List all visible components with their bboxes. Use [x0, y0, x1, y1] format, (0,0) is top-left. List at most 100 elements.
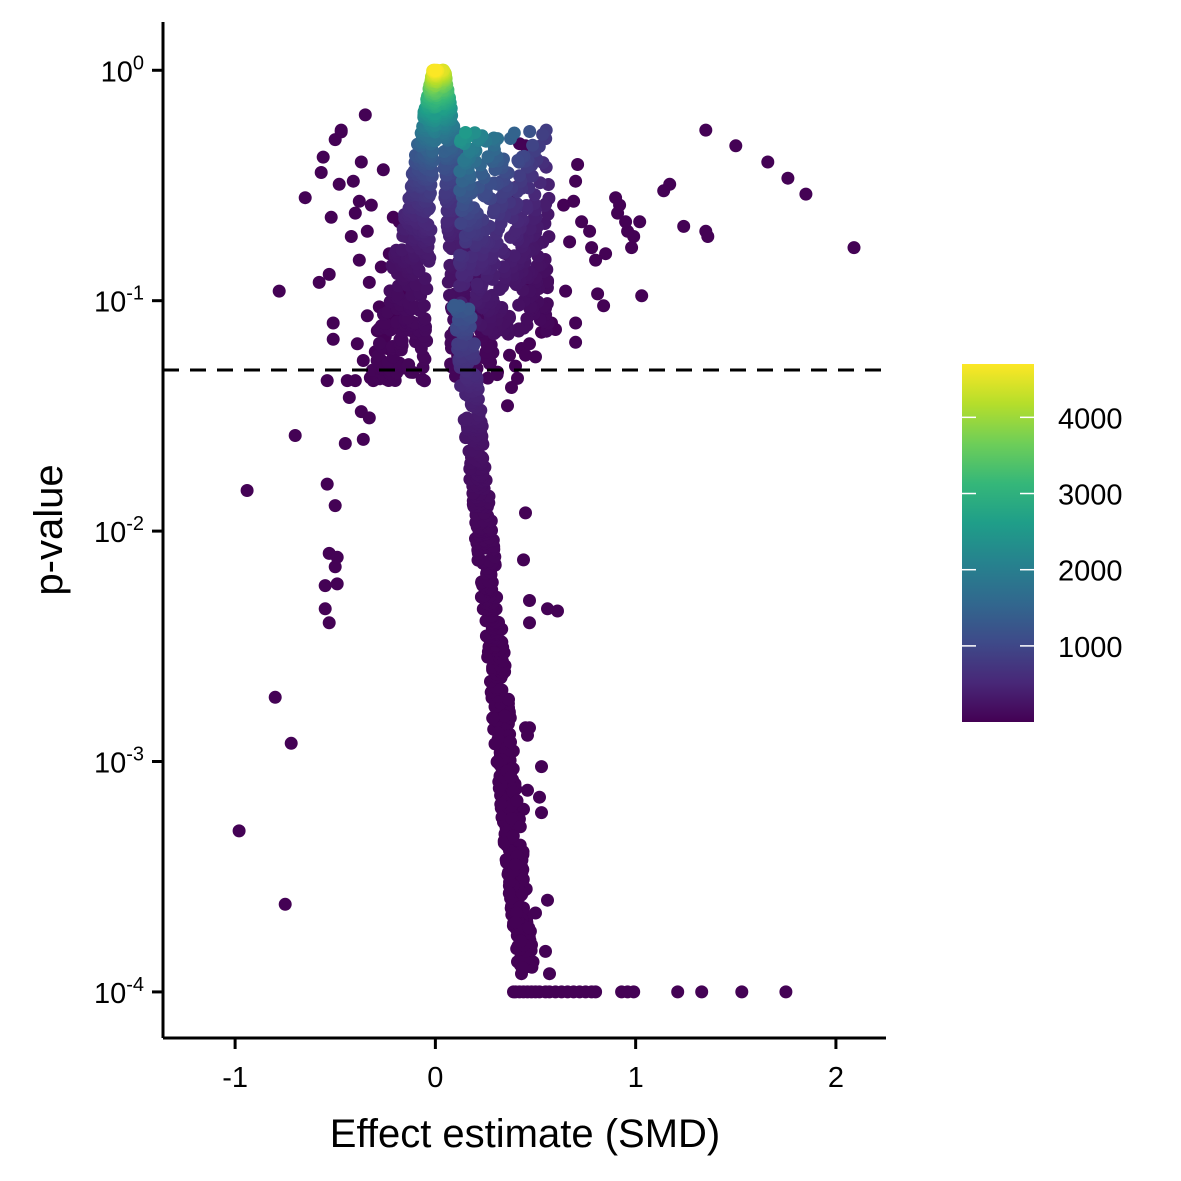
data-point [470, 277, 484, 291]
legend-tick-label: 1000 [1058, 632, 1123, 664]
plot-area [163, 63, 886, 999]
data-point [799, 187, 813, 201]
legend-tick-group: 1000 2000 3000 4000 [962, 403, 1123, 664]
data-point [320, 477, 334, 491]
data-point [415, 372, 429, 386]
data-point [318, 602, 332, 616]
data-point [512, 298, 526, 312]
data-point [516, 961, 530, 975]
color-legend: 1000 2000 3000 4000 [962, 364, 1123, 722]
data-point [523, 594, 536, 607]
data-point [599, 247, 613, 261]
data-point [494, 797, 508, 811]
data-point [535, 760, 548, 774]
data-point [511, 153, 525, 167]
data-point [330, 550, 344, 564]
data-point [395, 334, 409, 348]
data-point [625, 241, 639, 255]
data-point [510, 794, 524, 808]
data-point [272, 284, 286, 298]
data-point [779, 985, 793, 999]
data-point [597, 299, 611, 313]
data-point [519, 506, 532, 520]
data-point [635, 289, 649, 303]
data-point [352, 194, 366, 208]
data-point [511, 371, 524, 385]
data-point [408, 300, 422, 314]
data-point [338, 437, 352, 450]
data-point [569, 316, 583, 330]
data-point [569, 335, 583, 349]
y-tick-label: 10-1 [94, 283, 144, 319]
x-tick-label: -1 [222, 1062, 248, 1094]
data-point [453, 279, 467, 293]
data-point [352, 253, 366, 267]
data-point [328, 499, 342, 513]
data-point [585, 241, 599, 255]
data-point [486, 711, 500, 725]
data-point [847, 241, 861, 255]
data-point [589, 253, 603, 267]
data-point [509, 915, 523, 929]
data-point [316, 150, 330, 164]
data-point [326, 332, 340, 346]
data-point [350, 337, 364, 351]
data-point [761, 155, 775, 169]
data-point [429, 63, 443, 77]
data-point [490, 755, 504, 769]
data-point [373, 336, 386, 350]
legend-tick-label: 2000 [1058, 556, 1123, 588]
data-point [322, 267, 336, 281]
data-point [523, 125, 537, 138]
data-point [591, 287, 605, 301]
data-point [460, 411, 474, 425]
data-point [501, 692, 515, 706]
data-point [735, 985, 749, 999]
y-tick-label: 100 [101, 52, 144, 88]
data-point [543, 967, 556, 981]
data-point [523, 616, 536, 630]
data-point [360, 309, 374, 323]
legend-tick-label: 4000 [1058, 403, 1123, 435]
data-point [459, 126, 472, 139]
x-tick-group: -1 0 1 2 [222, 1038, 844, 1094]
data-point [402, 358, 416, 372]
data-point [443, 288, 456, 302]
data-point [523, 222, 537, 236]
x-axis: -1 0 1 2 [163, 1036, 886, 1094]
data-point [563, 235, 577, 249]
data-point [455, 268, 469, 282]
data-point [324, 210, 338, 224]
data-point [346, 174, 360, 188]
data-point [278, 897, 292, 911]
data-point [362, 275, 376, 289]
data-point [677, 219, 691, 233]
data-point [358, 108, 372, 122]
data-point [513, 820, 527, 834]
points-layer [232, 63, 861, 999]
data-point [521, 783, 534, 797]
data-point [503, 735, 517, 749]
data-point [619, 215, 633, 229]
data-point [498, 709, 512, 723]
data-point [504, 770, 518, 784]
data-point [519, 348, 532, 362]
x-tick-label: 1 [628, 1062, 644, 1094]
data-point [567, 194, 581, 208]
data-point [514, 934, 528, 948]
data-point [288, 429, 302, 442]
data-point [539, 944, 552, 958]
data-point [314, 166, 328, 179]
data-point [332, 177, 346, 191]
y-axis: 100 10-1 10-2 10-3 10-4 [94, 22, 165, 1038]
data-point [501, 399, 514, 413]
color-bar [962, 364, 1034, 722]
data-point [320, 374, 334, 388]
data-point [589, 985, 603, 999]
data-point [454, 217, 468, 230]
data-point [381, 305, 394, 319]
data-point [517, 553, 530, 567]
data-point [356, 432, 370, 446]
data-point [559, 284, 573, 298]
